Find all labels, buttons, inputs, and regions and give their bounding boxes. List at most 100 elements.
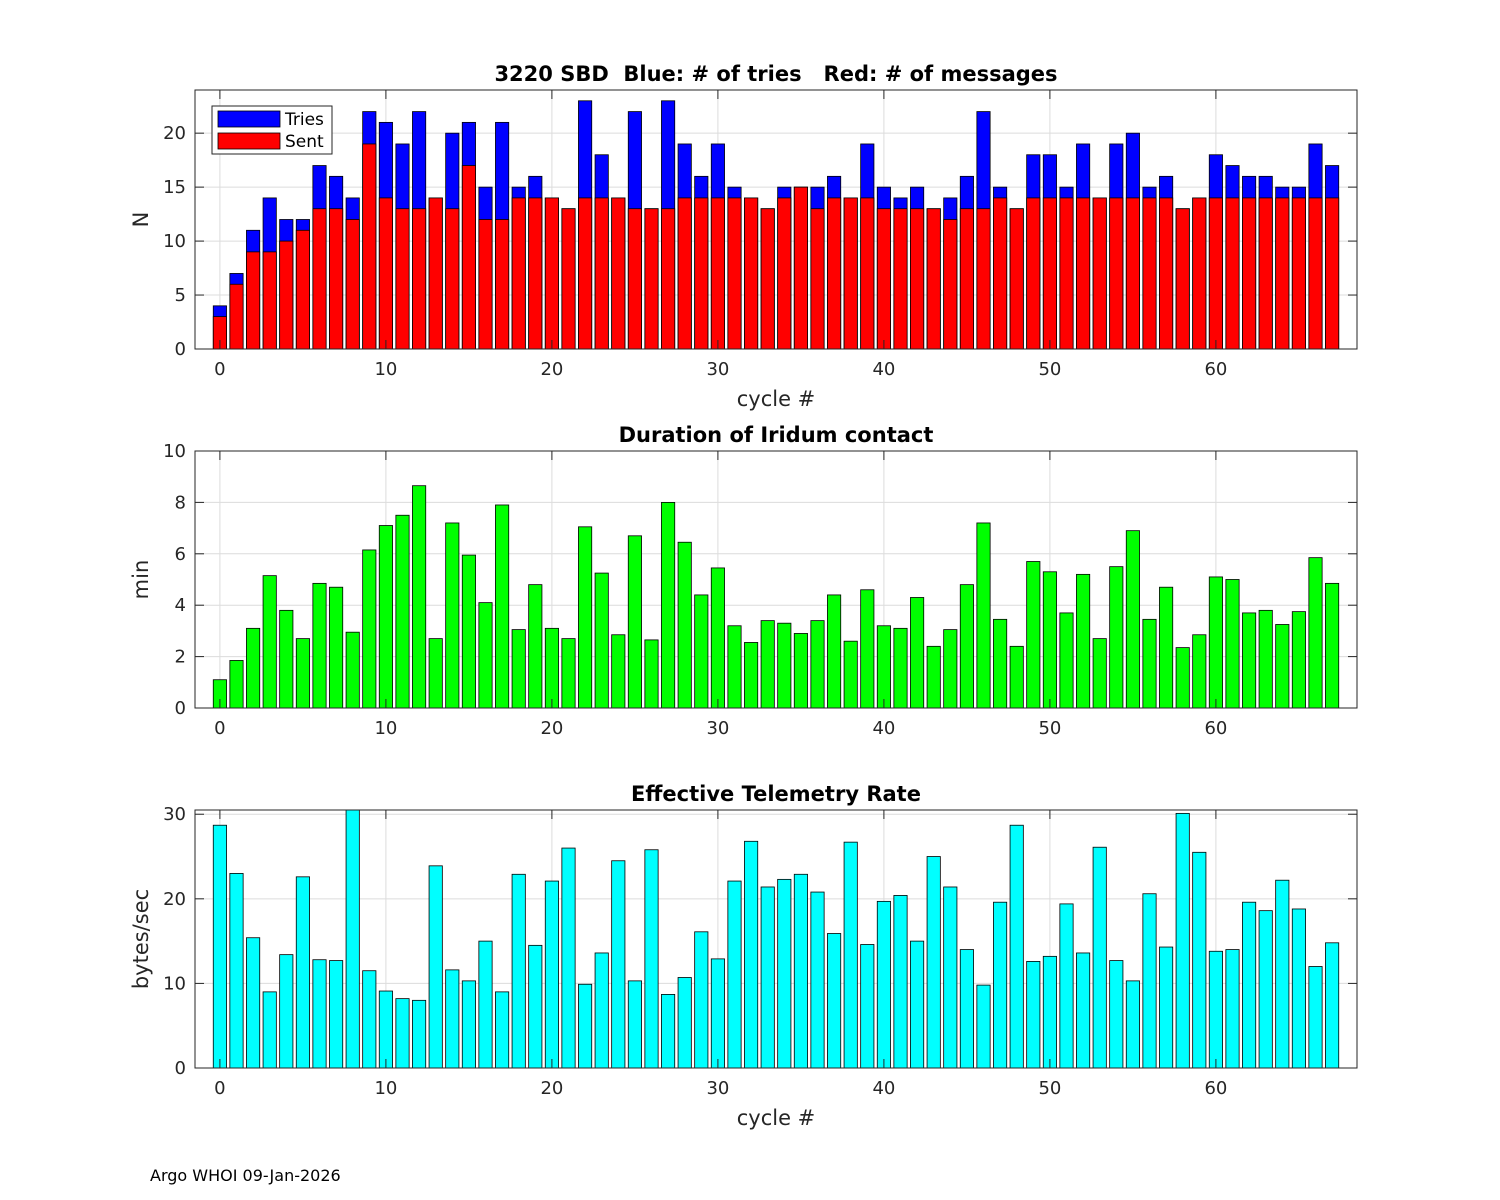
bar-rate: [578, 983, 593, 1069]
bar-duration: [893, 627, 908, 709]
bar-duration: [1159, 586, 1174, 709]
bar-sent: [378, 197, 393, 350]
bar-duration: [644, 639, 659, 709]
x-tick-label: 50: [1038, 718, 1061, 739]
bar-sent: [1125, 197, 1140, 350]
bar-rate: [1208, 950, 1223, 1069]
bar-duration: [329, 586, 344, 709]
bar-rate: [428, 865, 443, 1069]
x-tick-label: 40: [872, 1078, 895, 1099]
bar-sent: [511, 197, 526, 350]
bar-rate: [295, 876, 310, 1069]
bar-duration: [993, 618, 1008, 709]
bar-rate: [461, 980, 476, 1069]
x-tick-label: 50: [1038, 359, 1061, 380]
bar-sent: [661, 208, 676, 350]
bar-duration: [594, 572, 609, 709]
bar-rate: [727, 880, 742, 1069]
bar-rate: [345, 809, 360, 1069]
y-tick-label: 10: [163, 441, 186, 462]
bar-duration: [1026, 561, 1041, 709]
legend-label-sent: Sent: [285, 132, 324, 152]
axes-box: [194, 89, 1358, 350]
telemetry-rate-panel: 0 10 20 30 40 50 60 0 10 20 30 Effective Telemetry …: [129, 782, 1358, 1130]
bar-duration: [1125, 530, 1140, 709]
x-tick-label: 40: [872, 359, 895, 380]
bar-sent: [694, 197, 709, 350]
ticks: 0 10 20 30 40 50 60 0 10 20 30: [163, 804, 1357, 1099]
bar-duration: [1042, 571, 1057, 709]
bar-sent: [279, 240, 294, 350]
bar-rate: [1192, 851, 1207, 1069]
bar-duration: [229, 660, 244, 709]
bar-sent: [1092, 197, 1107, 350]
bar-rate: [1325, 942, 1340, 1069]
bar-sent: [627, 208, 642, 350]
bar-rate: [1225, 949, 1240, 1069]
x-tick-label: 10: [374, 718, 397, 739]
bar-duration: [544, 627, 559, 709]
bar-duration: [827, 594, 842, 709]
bar-duration: [478, 602, 493, 709]
bar-sent: [1242, 197, 1257, 350]
bar-duration: [843, 640, 858, 709]
bar-rate: [777, 878, 792, 1069]
bar-sent: [495, 219, 510, 350]
bar-duration: [943, 629, 958, 709]
bar-duration: [1109, 566, 1124, 709]
bar-rate: [279, 954, 294, 1069]
bar-duration: [959, 584, 974, 709]
y-tick-label: 0: [175, 339, 186, 360]
x-tick-label: 60: [1204, 718, 1227, 739]
bar-duration: [428, 638, 443, 709]
bar-duration: [528, 584, 543, 709]
bar-duration: [694, 594, 709, 709]
bar-sent: [1291, 197, 1306, 350]
bar-rate: [1242, 901, 1257, 1069]
bar-sent: [976, 208, 991, 350]
bar-duration: [1242, 612, 1257, 709]
footer-stamp: Argo WHOI 09-Jan-2026: [150, 1166, 341, 1185]
bar-duration: [1175, 647, 1190, 709]
bar-rate: [395, 998, 410, 1069]
bar-rate: [511, 873, 526, 1069]
y-tick-label: 15: [163, 177, 186, 198]
bar-sent: [1042, 197, 1057, 350]
legend-swatch-tries: [217, 110, 281, 128]
ticks: 0 10 20 30 40 50 60 0 2 4 6 8 10: [163, 441, 1357, 739]
bars: [196, 485, 1340, 709]
bar-rate: [412, 999, 427, 1069]
bar-sent: [1192, 197, 1207, 350]
chart-title: 3220 SBD Blue: # of tries Red: # of mess…: [494, 62, 1057, 86]
bar-rate: [627, 980, 642, 1069]
bar-rate: [445, 969, 460, 1069]
bar-rate: [876, 900, 891, 1069]
bar-duration: [611, 634, 626, 709]
bar-sent: [578, 197, 593, 350]
x-tick-label: 30: [706, 359, 729, 380]
x-tick-label: 60: [1204, 359, 1227, 380]
bar-duration: [661, 501, 676, 709]
bar-rate: [246, 937, 261, 1069]
y-tick-label: 10: [163, 973, 186, 994]
bar-duration: [727, 625, 742, 709]
bar-rate: [993, 901, 1008, 1069]
bar-duration: [1308, 557, 1323, 709]
axes-box: [194, 809, 1358, 1069]
bar-sent: [744, 197, 759, 350]
x-tick-label: 60: [1204, 1078, 1227, 1099]
bar-rate: [1159, 946, 1174, 1069]
bar-duration: [362, 549, 377, 709]
bar-sent: [544, 197, 559, 350]
bar-rate: [893, 895, 908, 1069]
axes-box: [194, 450, 1358, 709]
bar-duration: [412, 485, 427, 709]
bar-rate: [362, 970, 377, 1069]
bar-duration: [677, 541, 692, 709]
y-tick-label: 0: [175, 1058, 186, 1079]
bar-rate: [827, 933, 842, 1069]
chart-title: Duration of Iridum contact: [619, 423, 934, 447]
bar-sent: [827, 197, 842, 350]
bar-rate: [1142, 893, 1157, 1069]
